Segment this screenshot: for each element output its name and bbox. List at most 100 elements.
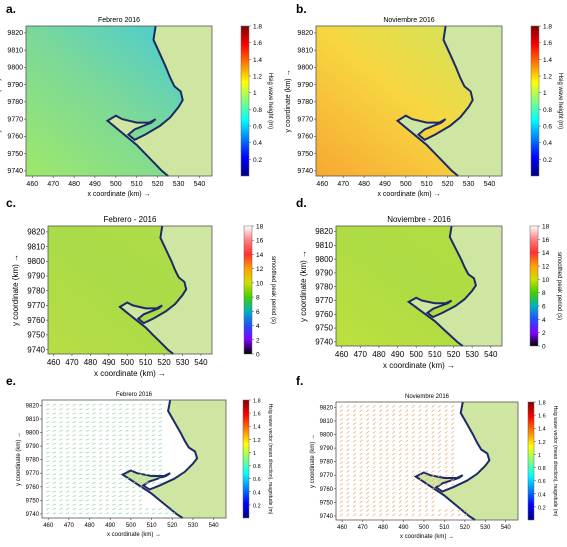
- x-tick-label: 510: [421, 181, 433, 188]
- wave-vector-arrow: [145, 408, 149, 411]
- wave-vector-arrow: [366, 469, 370, 473]
- wave-vector-arrow: [424, 404, 429, 408]
- wave-vector-arrow: [138, 455, 143, 458]
- wave-vector-arrow: [437, 474, 442, 478]
- colorbar-tick-label: 8: [542, 290, 546, 297]
- wave-vector-arrow: [92, 425, 96, 428]
- wave-vector-arrow: [158, 460, 162, 463]
- wave-vector-arrow: [411, 426, 415, 430]
- wave-vector-arrow: [411, 417, 415, 421]
- y-tick-label: 9740: [26, 512, 40, 518]
- wave-vector-arrow: [79, 412, 83, 415]
- wave-vector-arrow: [98, 486, 103, 489]
- wave-vector-arrow: [98, 412, 103, 415]
- wave-vector-arrow: [444, 417, 448, 421]
- wave-vector-arrow: [158, 451, 162, 454]
- wave-vector-arrow: [385, 483, 389, 486]
- wave-vector-arrow: [92, 499, 96, 502]
- wave-vector-arrow: [411, 496, 415, 499]
- wave-vector-arrow: [45, 482, 50, 484]
- wave-vector-arrow: [131, 438, 136, 441]
- wave-vector-arrow: [398, 478, 402, 482]
- wave-vector-arrow: [392, 435, 396, 439]
- sea-field: [316, 26, 502, 176]
- x-tick-label: 480: [372, 350, 386, 359]
- wave-vector-arrow: [145, 451, 149, 454]
- y-tick-label: 9740: [27, 345, 45, 354]
- wave-vector-arrow: [45, 412, 50, 415]
- wave-vector-arrow: [65, 403, 70, 406]
- wave-vector-arrow: [79, 442, 83, 445]
- wave-vector-arrow: [346, 461, 350, 465]
- wave-vector-arrow: [392, 504, 396, 508]
- wave-vector-arrow: [65, 499, 70, 502]
- y-tick-label: 9790: [320, 446, 334, 452]
- wave-vector-arrow: [418, 430, 422, 434]
- colorbar-tick-label: 0.6: [543, 124, 552, 131]
- wave-vector-arrow: [339, 443, 343, 447]
- wave-vector-arrow: [346, 456, 350, 460]
- wave-vector-arrow: [444, 413, 448, 417]
- wave-vector-arrow: [359, 513, 363, 517]
- x-tick-label: 530: [465, 350, 479, 359]
- wave-vector-arrow: [372, 430, 376, 434]
- wave-vector-arrow: [59, 495, 63, 497]
- wave-vector-arrow: [138, 464, 143, 467]
- x-axis-label: x coordinate (km) →: [94, 369, 166, 378]
- wave-vector-arrow: [359, 439, 363, 443]
- wave-vector-arrow: [145, 421, 149, 424]
- wave-vector-arrow: [158, 508, 162, 510]
- wave-vector-arrow: [405, 426, 409, 430]
- wave-vector-arrow: [405, 417, 409, 421]
- land-area: [408, 226, 502, 346]
- wave-vector-arrow: [444, 448, 448, 452]
- wave-vector-arrow: [457, 509, 461, 512]
- wave-vector-arrow: [398, 456, 402, 460]
- wave-vector-arrow: [65, 455, 70, 458]
- y-axis-label: y coordinate (km) →: [285, 69, 292, 132]
- wave-vector-arrow: [392, 474, 396, 478]
- wave-vector-arrow: [105, 473, 110, 476]
- colorbar-label: smoothed peak period (s): [556, 252, 562, 320]
- wave-vector-arrow: [444, 422, 448, 426]
- wave-vector-arrow: [158, 408, 162, 411]
- wave-vector-arrow: [45, 499, 50, 502]
- wave-vector-arrow: [98, 425, 103, 428]
- wave-vector-arrow: [118, 447, 123, 450]
- wave-vector-arrow: [45, 495, 50, 497]
- wave-vector-arrow: [352, 478, 357, 482]
- wave-vector-arrow: [437, 422, 442, 426]
- wave-vector-arrow: [131, 473, 136, 476]
- wave-vector-arrow: [131, 429, 136, 432]
- x-tick-label: 520: [460, 525, 471, 531]
- wave-vector-arrow: [45, 508, 50, 510]
- wave-vector-arrow: [171, 512, 176, 515]
- wave-vector-arrow: [85, 429, 90, 432]
- wave-vector-arrow: [92, 442, 96, 445]
- wave-vector-arrow: [372, 513, 376, 517]
- wave-vector-arrow: [131, 403, 136, 406]
- wave-vector-arrow: [65, 460, 70, 463]
- wave-vector-arrow: [372, 422, 376, 426]
- wave-vector-arrow: [424, 513, 429, 517]
- wave-vector-arrow: [151, 482, 156, 484]
- wave-vector-arrow: [346, 439, 350, 443]
- wave-vector-arrow: [125, 425, 129, 428]
- wave-vector-arrow: [411, 461, 415, 465]
- wave-vector-arrow: [392, 422, 396, 426]
- wave-vector-arrow: [151, 442, 156, 445]
- wave-vector-arrow: [151, 421, 156, 424]
- wave-vector-arrow: [385, 456, 389, 460]
- wave-vector-arrow: [45, 477, 50, 480]
- wave-vector-arrow: [451, 461, 455, 465]
- wave-vector-arrow: [372, 456, 376, 460]
- wave-vector-arrow: [125, 451, 129, 454]
- wave-vector-arrow: [125, 434, 129, 437]
- wave-vector-arrow: [437, 478, 442, 482]
- wave-vector-arrow: [112, 486, 116, 489]
- wave-vector-arrow: [131, 490, 136, 493]
- wave-vector-arrow: [98, 408, 103, 411]
- wave-vector-arrow: [424, 456, 429, 460]
